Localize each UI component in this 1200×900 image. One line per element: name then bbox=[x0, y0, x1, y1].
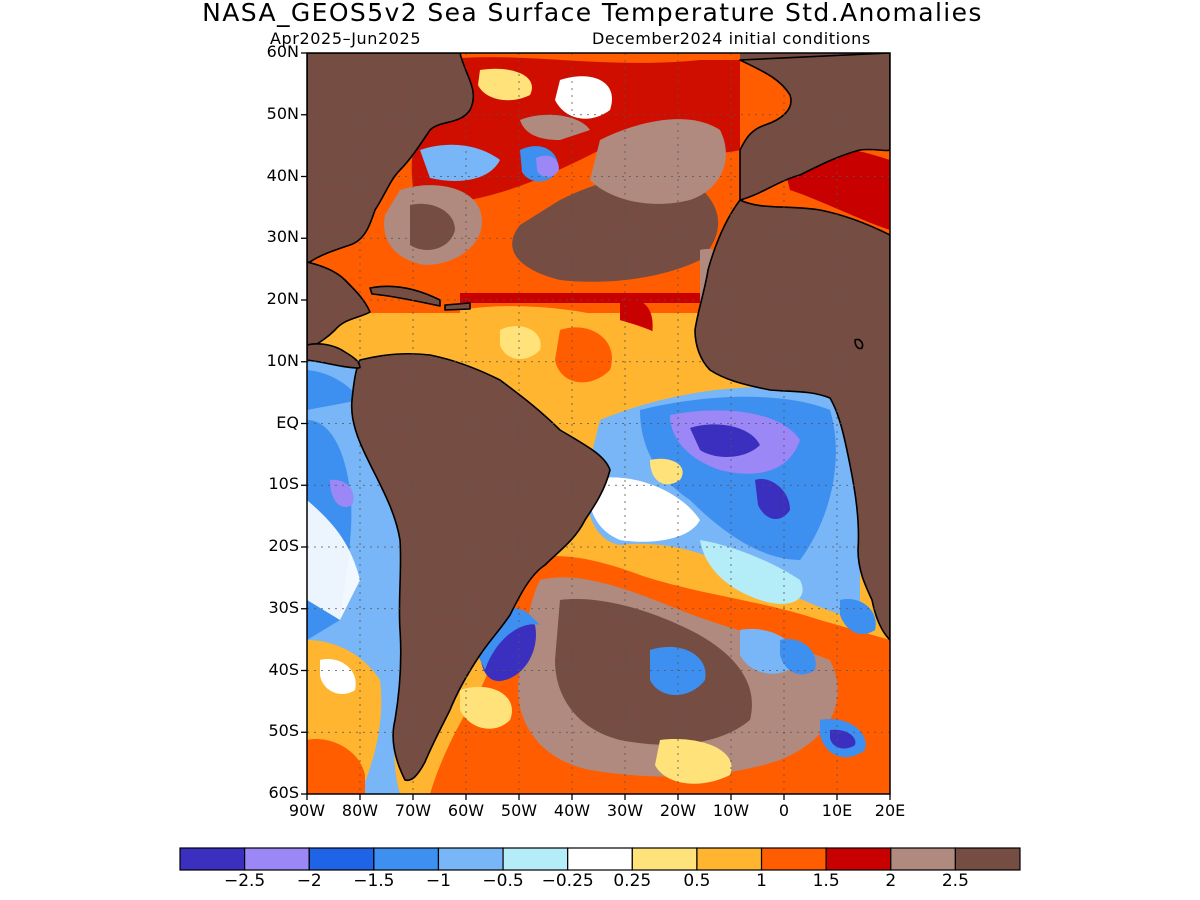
colorbar-swatch bbox=[502, 847, 569, 871]
colorbar-label: 1 bbox=[756, 871, 767, 891]
initial-conditions: December2024 initial conditions bbox=[592, 29, 871, 48]
lat-label: 40S bbox=[268, 659, 299, 679]
lon-label: 10W bbox=[712, 801, 750, 820]
lat-label: 60S bbox=[268, 783, 299, 802]
colorbar-swatch bbox=[437, 847, 504, 871]
lon-label: 20E bbox=[874, 801, 906, 820]
colorbar-label: 2.5 bbox=[941, 871, 969, 891]
colorbar-label: −0.5 bbox=[482, 871, 524, 891]
colorbar-label: −2.5 bbox=[223, 871, 266, 891]
lat-label: 40N bbox=[266, 165, 299, 185]
colorbar-label: −1.5 bbox=[353, 871, 395, 891]
colorbar-swatch bbox=[631, 847, 698, 871]
lon-label: 0 bbox=[778, 801, 790, 820]
lat-label: 10S bbox=[268, 474, 299, 494]
africa bbox=[694, 199, 890, 641]
lon-label: 30W bbox=[606, 801, 644, 820]
colorbar-label: −0.25 bbox=[541, 871, 594, 891]
colorbar-label: 2 bbox=[885, 871, 897, 891]
lon-label: 70W bbox=[394, 801, 432, 820]
lat-label: EQ bbox=[276, 412, 299, 432]
colorbar-swatch bbox=[567, 847, 633, 871]
north-america bbox=[307, 53, 475, 263]
lat-label: 30N bbox=[266, 227, 299, 247]
lat-label: 50N bbox=[266, 103, 299, 123]
colorbar-swatch bbox=[760, 847, 827, 871]
colorbar-swatch bbox=[244, 847, 310, 871]
north-atlantic-anomalies bbox=[307, 53, 890, 376]
land-masses bbox=[307, 53, 890, 782]
colorbar-label: −2 bbox=[296, 871, 322, 891]
forecast-period: Apr2025–Jun2025 bbox=[270, 29, 422, 48]
graticule bbox=[307, 53, 890, 794]
colorbar-swatch bbox=[890, 847, 956, 871]
lon-label: 10E bbox=[821, 801, 853, 820]
colorbar-swatch bbox=[179, 847, 246, 871]
colorbar-swatch bbox=[373, 847, 440, 871]
map-title: NASA_GEOS5v2 Sea Surface Temperature Std… bbox=[202, 0, 983, 27]
colorbar-swatch bbox=[696, 847, 763, 871]
colorbar-label: −1 bbox=[425, 871, 451, 891]
lat-label: 60N bbox=[266, 42, 299, 61]
lon-label: 90W bbox=[288, 801, 326, 820]
colorbar-label: 0.5 bbox=[683, 871, 711, 891]
lat-label: 20N bbox=[266, 289, 299, 308]
lon-label: 40W bbox=[553, 801, 591, 820]
europe bbox=[739, 53, 890, 201]
colorbar-swatch bbox=[825, 847, 892, 871]
lon-label: 80W bbox=[341, 801, 379, 820]
caribbean-islands bbox=[369, 285, 441, 307]
colorbar-swatch bbox=[954, 847, 1021, 871]
south-atlantic-cool-anomalies bbox=[586, 386, 860, 620]
colorbar-label: 0.25 bbox=[613, 871, 652, 891]
lon-label: 50W bbox=[500, 801, 538, 820]
lat-label: 20S bbox=[268, 536, 299, 555]
lat-label: 10N bbox=[266, 350, 299, 370]
lon-label: 60W bbox=[447, 801, 485, 820]
lat-label: 30S bbox=[268, 597, 299, 617]
south-america bbox=[350, 353, 611, 782]
colorbar-swatch bbox=[308, 847, 375, 871]
lon-label: 20W bbox=[659, 801, 697, 820]
lat-label: 50S bbox=[268, 721, 299, 741]
colorbar-label: 1.5 bbox=[812, 871, 840, 891]
